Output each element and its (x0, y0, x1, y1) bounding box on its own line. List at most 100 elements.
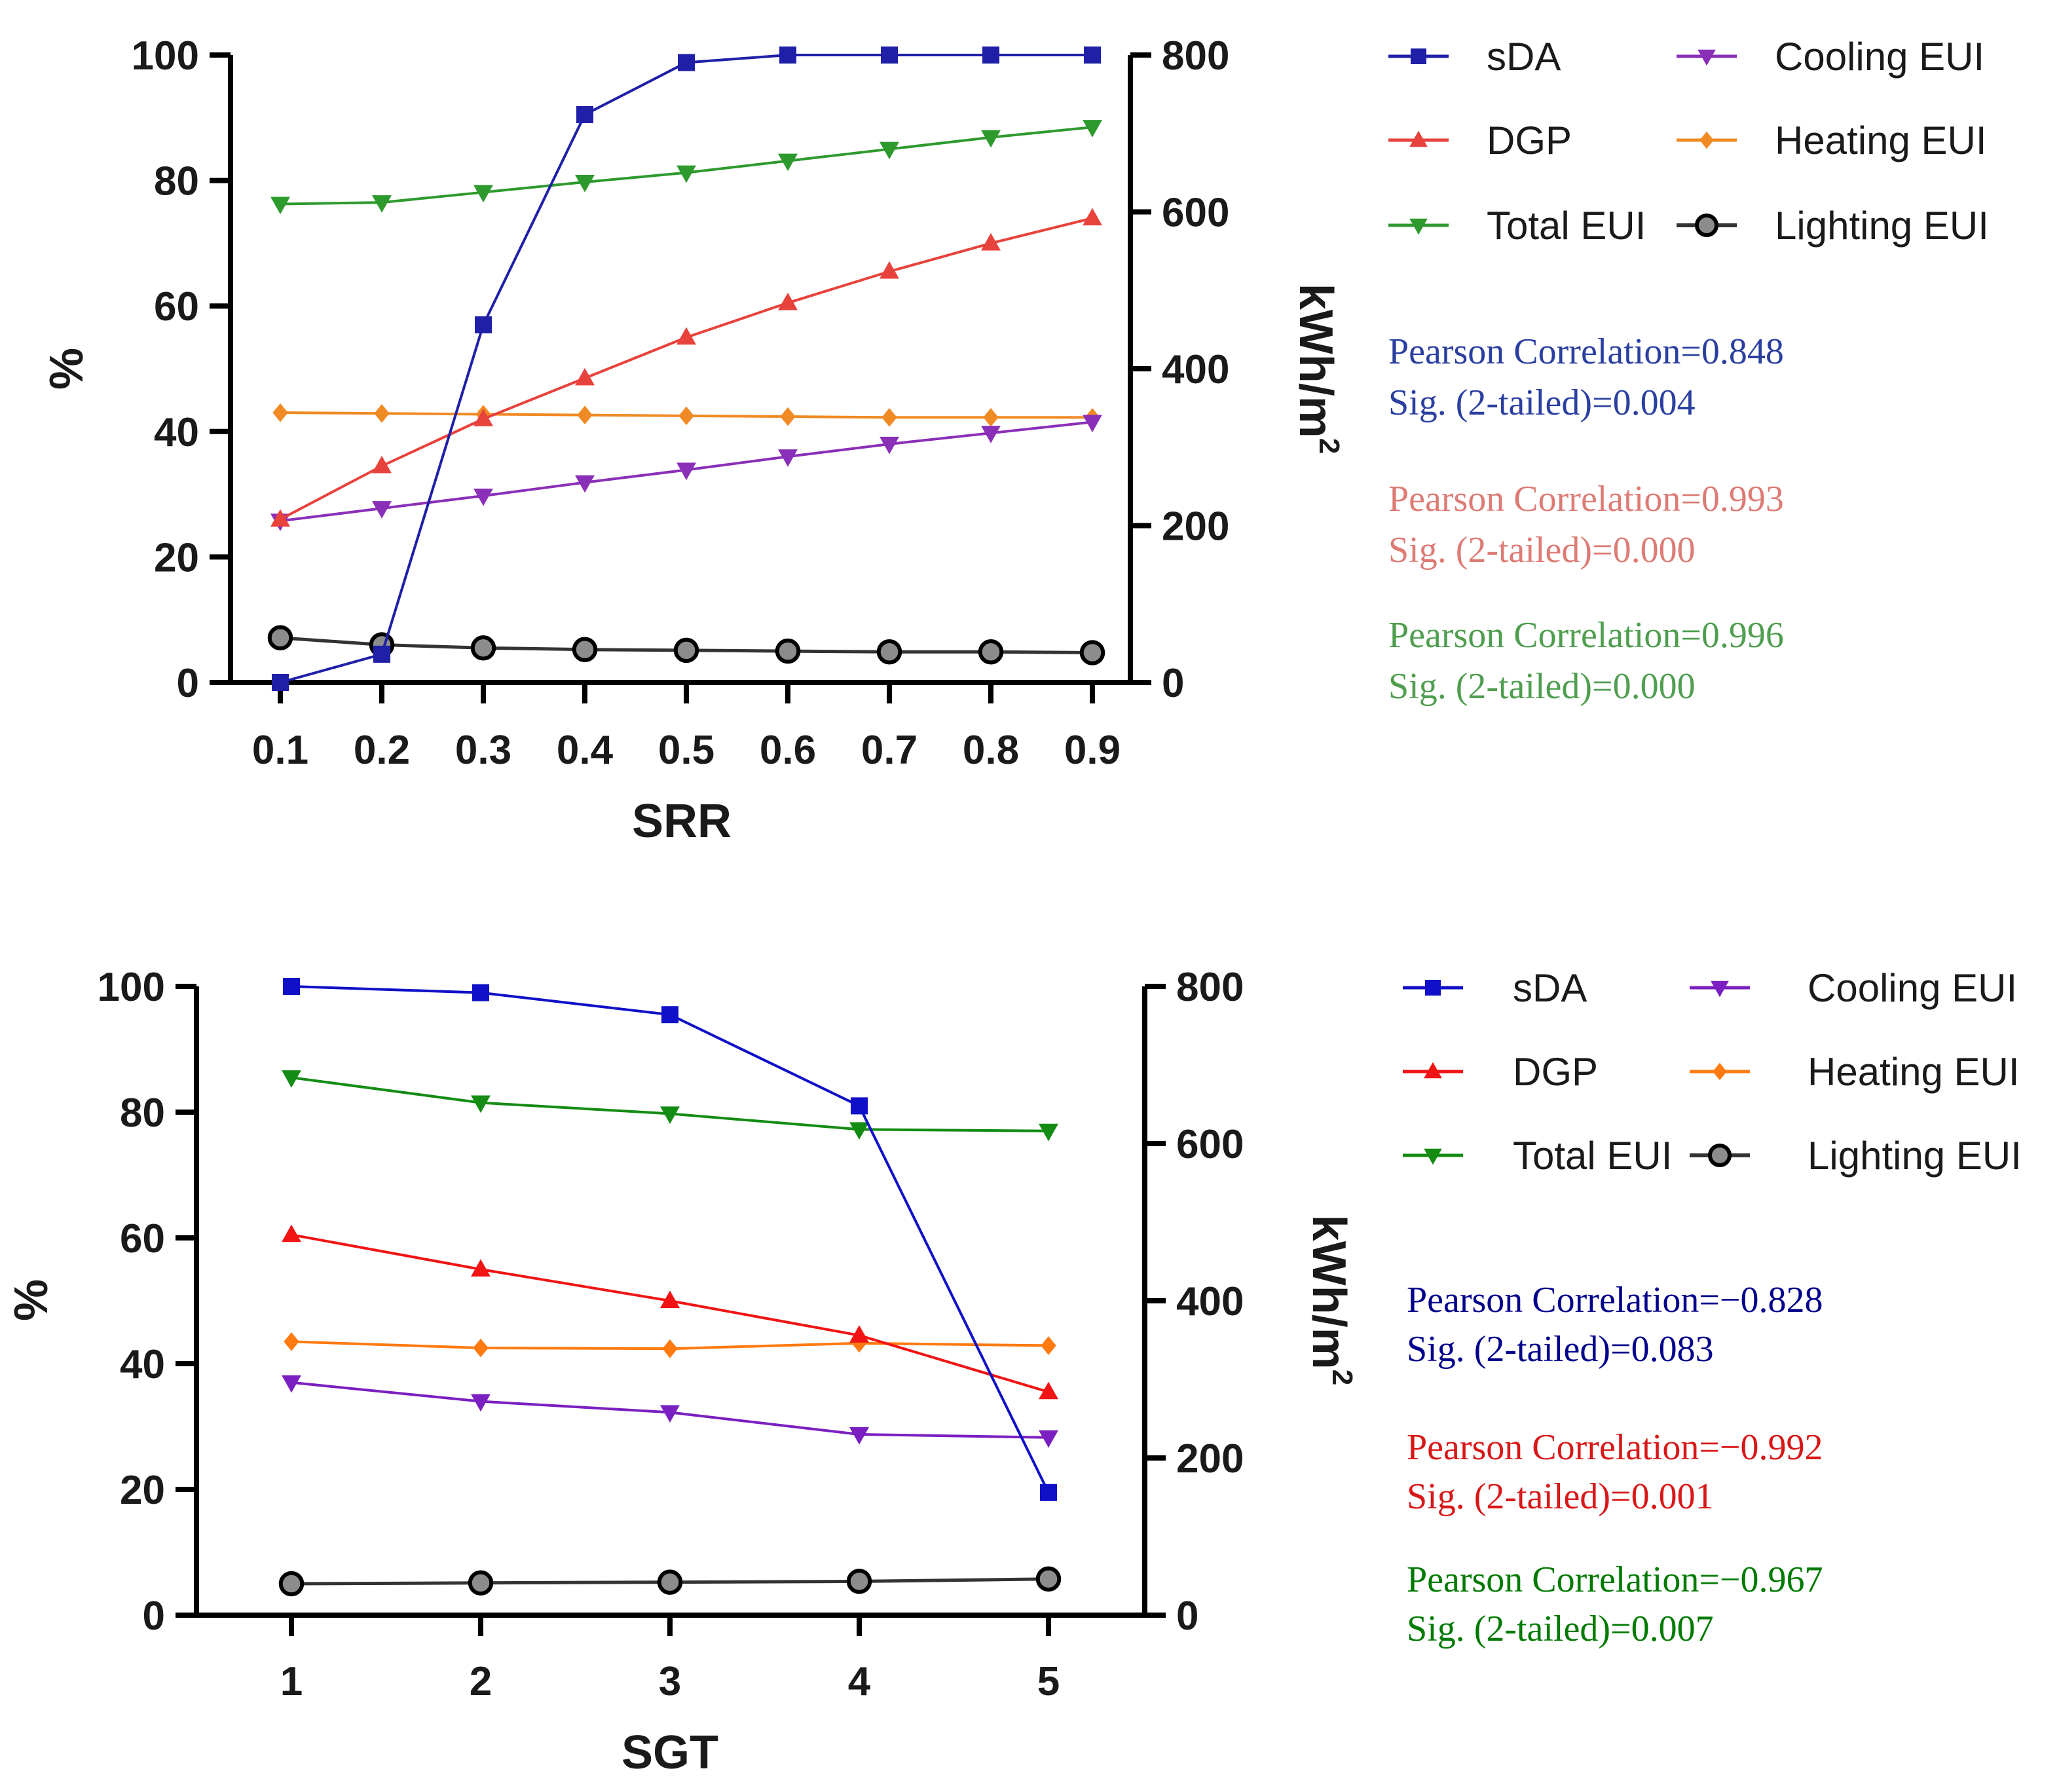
sda-point (982, 47, 999, 64)
sda-point (1040, 1484, 1057, 1501)
total-point (270, 196, 290, 215)
pearson-correlation-text: Pearson Correlation=0.848 (1388, 331, 1784, 372)
legend-label: Lighting EUI (1775, 204, 1989, 248)
cooling-point (575, 475, 595, 493)
right-y-axis-title: kWh/m2 (1289, 284, 1345, 455)
legend-label: sDA (1487, 35, 1561, 79)
legend-label: Cooling EUI (1775, 35, 1984, 79)
sda-point (779, 47, 796, 64)
series-sda (272, 47, 1101, 691)
legend-swatch-marker (1425, 980, 1441, 996)
heating-point (577, 405, 593, 424)
legend-swatch-marker (1409, 130, 1428, 147)
total-point (372, 195, 392, 213)
legend-label: sDA (1513, 966, 1587, 1010)
dgp-point (471, 1259, 491, 1277)
lighting-point (267, 625, 293, 650)
correlation-stats: Pearson Correlation=−0.828 Sig. (2-tailed… (1407, 1280, 1823, 1649)
cooling-point (1083, 415, 1102, 433)
series-sda (283, 978, 1057, 1501)
heating-point (881, 407, 897, 427)
right-y-tick-label: 400 (1176, 1279, 1244, 1324)
right-y-tick-label: 200 (1162, 504, 1229, 550)
legend-item-cooling: Cooling EUI (1677, 35, 1984, 79)
x-tick-label: 5 (1037, 1659, 1060, 1704)
left-y-tick-label: 80 (120, 1091, 165, 1136)
sda-point (661, 1006, 678, 1024)
lighting-point (1079, 640, 1105, 665)
heating-point (983, 407, 999, 427)
left-y-tick-label: 80 (154, 159, 199, 204)
legend-item-cooling: Cooling EUI (1690, 966, 2017, 1010)
x-tick-label: 0.2 (354, 728, 410, 773)
legend-swatch-marker (1699, 131, 1714, 149)
series-cooling (282, 1375, 1058, 1448)
lighting-point (657, 1569, 683, 1595)
right-y-tick-label: 600 (1162, 191, 1229, 236)
left-y-tick-label: 100 (98, 965, 165, 1010)
sda-point (678, 54, 695, 71)
series-lighting (267, 625, 1105, 665)
lighting-point (572, 637, 598, 662)
legend-label: Total EUI (1513, 1134, 1672, 1178)
x-axis-title: SRR (632, 795, 732, 848)
legend-swatch-marker (1708, 1144, 1732, 1167)
heating-point (272, 403, 288, 422)
legend-item-total: Total EUI (1403, 1134, 1672, 1178)
legend-item-heating: Heating EUI (1677, 119, 1987, 162)
legend-swatch-marker (1411, 48, 1426, 64)
legend-label: DGP (1487, 119, 1572, 162)
legend-swatch-marker (1697, 49, 1716, 66)
sda-point (851, 1097, 868, 1115)
left-y-tick-label: 40 (154, 410, 199, 455)
dgp-point (372, 455, 392, 474)
right-y-axis-title-superscript: 2 (1313, 438, 1345, 454)
legend-swatch-marker (1695, 214, 1718, 237)
left-y-axis-title: % (41, 348, 93, 390)
correlation-stats: Pearson Correlation=0.848 Sig. (2-tailed)… (1388, 331, 1784, 707)
heating-point (473, 1338, 489, 1358)
significance-text: Sig. (2-tailed)=0.083 (1407, 1329, 1714, 1370)
series-total (282, 1070, 1058, 1142)
total-point (880, 141, 899, 160)
cooling-point (473, 488, 493, 506)
x-tick-label: 2 (470, 1659, 492, 1704)
cooling-point (880, 436, 899, 455)
significance-text: Sig. (2-tailed)=0.007 (1407, 1609, 1714, 1649)
sda-point (373, 645, 390, 663)
legend-label: Total EUI (1487, 204, 1646, 248)
total-point (1083, 120, 1102, 138)
x-tick-label: 0.1 (252, 728, 308, 773)
dgp-point (849, 1325, 869, 1343)
lighting-point (673, 637, 699, 663)
x-tick-label: 0.4 (557, 728, 614, 773)
total-point (849, 1122, 869, 1140)
right-y-tick-label: 800 (1176, 965, 1244, 1010)
left-y-tick-label: 100 (132, 33, 199, 79)
dgp-point (473, 409, 493, 426)
x-axis-title: SGT (621, 1727, 718, 1779)
series-heating (284, 1332, 1056, 1358)
right-y-axis-title: kWh/m2 (1303, 1215, 1358, 1386)
heating-point (678, 406, 694, 426)
total-point (282, 1070, 301, 1088)
right-y-tick-label: 200 (1176, 1436, 1244, 1482)
legend-item-sda: sDA (1403, 966, 1587, 1010)
left-y-tick-label: 20 (154, 535, 199, 580)
heating-point (374, 403, 390, 423)
legend-item-dgp: DGP (1403, 1050, 1598, 1094)
cooling-point (778, 449, 798, 467)
srr-chart: 0 20 40 60 80 100 0 200 400 600 800 0.1 0.2 0.3 0.4 0.5… (41, 33, 1989, 848)
heating-point (1041, 1336, 1056, 1355)
plot-area (267, 47, 1105, 691)
left-y-tick-label: 60 (154, 284, 199, 329)
lighting-point (468, 1570, 494, 1596)
dgp-point (677, 327, 696, 345)
axes: 0 20 40 60 80 100 0 200 400 600 800 1 2 3 4 5 (98, 965, 1244, 1704)
sda-line (280, 54, 1092, 684)
legend-item-total: Total EUI (1388, 204, 1646, 248)
x-tick-label: 3 (659, 1659, 681, 1704)
significance-text: Sig. (2-tailed)=0.000 (1388, 530, 1696, 570)
plot-area (278, 978, 1062, 1597)
